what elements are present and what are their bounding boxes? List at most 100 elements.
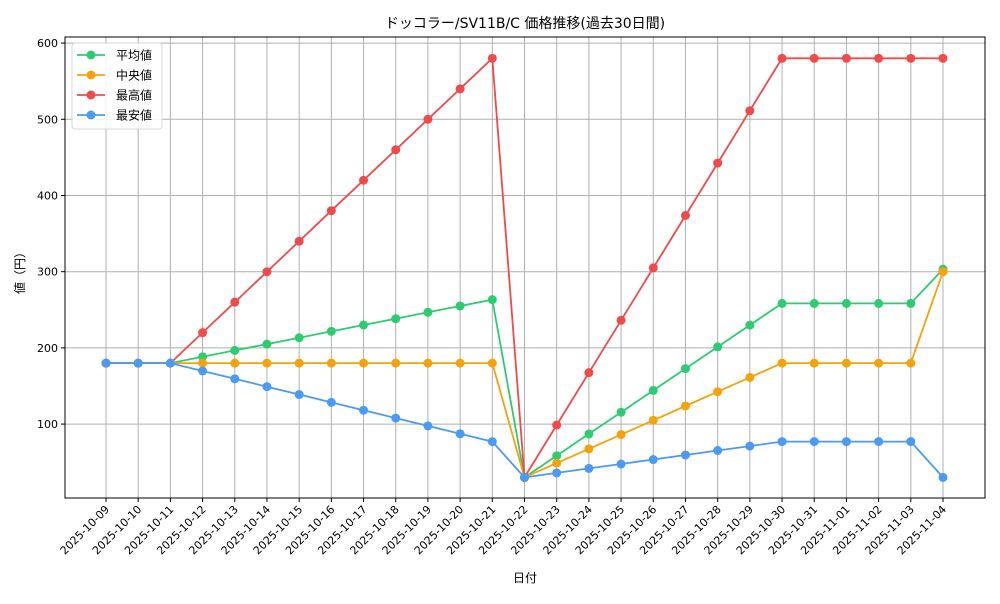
data-point-marker bbox=[713, 446, 723, 456]
y-tick-label: 400 bbox=[37, 189, 58, 202]
y-axis: 100 200 300 400 500 600 bbox=[37, 37, 65, 431]
data-point-marker bbox=[745, 320, 755, 330]
data-point-marker bbox=[584, 429, 594, 439]
data-point-marker bbox=[906, 53, 916, 63]
legend-marker-icon bbox=[86, 110, 96, 120]
data-point-marker bbox=[584, 368, 594, 378]
data-point-marker bbox=[906, 437, 916, 447]
data-point-marker bbox=[809, 358, 819, 368]
data-point-marker bbox=[487, 358, 497, 368]
data-point-marker bbox=[198, 328, 208, 338]
data-point-marker bbox=[294, 358, 304, 368]
data-point-marker bbox=[423, 114, 433, 124]
data-point-marker bbox=[874, 358, 884, 368]
data-point-marker bbox=[584, 444, 594, 454]
legend-box bbox=[71, 42, 163, 130]
data-point-marker bbox=[680, 210, 690, 220]
data-point-marker bbox=[616, 315, 626, 325]
data-point-marker bbox=[648, 455, 658, 465]
data-point-marker bbox=[455, 358, 465, 368]
legend-label: 最高値 bbox=[116, 88, 152, 103]
data-point-marker bbox=[938, 53, 948, 63]
data-point-marker bbox=[938, 472, 948, 482]
data-point-marker bbox=[938, 267, 948, 277]
data-point-marker bbox=[391, 413, 401, 423]
data-point-marker bbox=[809, 437, 819, 447]
data-point-marker bbox=[552, 468, 562, 478]
data-point-marker bbox=[487, 295, 497, 305]
data-point-marker bbox=[841, 53, 851, 63]
data-point-marker bbox=[391, 358, 401, 368]
data-point-marker bbox=[359, 320, 369, 330]
data-point-marker bbox=[745, 106, 755, 116]
x-axis: 2025-10-092025-10-102025-10-112025-10-12… bbox=[58, 498, 949, 557]
data-point-marker bbox=[777, 53, 787, 63]
data-point-marker bbox=[648, 263, 658, 273]
data-point-marker bbox=[874, 53, 884, 63]
data-point-marker bbox=[262, 382, 272, 392]
data-point-marker bbox=[777, 298, 787, 308]
data-point-marker bbox=[745, 372, 755, 382]
data-point-marker bbox=[584, 463, 594, 473]
grid-lines bbox=[65, 37, 985, 498]
data-point-marker bbox=[262, 267, 272, 277]
y-tick-label: 600 bbox=[37, 37, 58, 50]
data-point-marker bbox=[326, 358, 336, 368]
data-point-marker bbox=[198, 366, 208, 376]
legend-label: 最安値 bbox=[116, 108, 152, 123]
y-tick-label: 200 bbox=[37, 342, 58, 355]
data-point-marker bbox=[326, 397, 336, 407]
legend-item: 平均値 bbox=[77, 48, 152, 63]
data-point-marker bbox=[713, 342, 723, 352]
data-point-marker bbox=[359, 358, 369, 368]
data-point-marker bbox=[230, 358, 240, 368]
data-point-marker bbox=[133, 358, 143, 368]
data-point-marker bbox=[359, 175, 369, 185]
data-point-marker bbox=[294, 236, 304, 246]
data-point-marker bbox=[616, 459, 626, 469]
data-series bbox=[101, 53, 948, 482]
data-point-marker bbox=[326, 326, 336, 336]
data-point-marker bbox=[455, 429, 465, 439]
data-point-marker bbox=[230, 297, 240, 307]
series-最安値 bbox=[101, 358, 948, 482]
legend-marker-icon bbox=[86, 70, 96, 80]
data-point-marker bbox=[616, 430, 626, 440]
data-point-marker bbox=[101, 358, 111, 368]
data-point-marker bbox=[809, 53, 819, 63]
data-point-marker bbox=[841, 298, 851, 308]
legend-item: 中央値 bbox=[77, 68, 152, 83]
data-point-marker bbox=[294, 333, 304, 343]
data-point-marker bbox=[616, 407, 626, 417]
data-point-marker bbox=[777, 358, 787, 368]
data-point-marker bbox=[487, 53, 497, 63]
data-point-marker bbox=[423, 307, 433, 317]
legend-marker-icon bbox=[86, 50, 96, 60]
y-tick-label: 100 bbox=[37, 418, 58, 431]
data-point-marker bbox=[648, 415, 658, 425]
legend-marker-icon bbox=[86, 90, 96, 100]
data-point-marker bbox=[777, 437, 787, 447]
data-point-marker bbox=[552, 458, 562, 468]
data-point-marker bbox=[680, 401, 690, 411]
data-point-marker bbox=[745, 441, 755, 451]
data-point-marker bbox=[906, 358, 916, 368]
data-point-marker bbox=[455, 84, 465, 94]
data-point-marker bbox=[326, 206, 336, 216]
data-point-marker bbox=[906, 298, 916, 308]
data-point-marker bbox=[809, 298, 819, 308]
data-point-marker bbox=[262, 358, 272, 368]
y-tick-label: 500 bbox=[37, 113, 58, 126]
data-point-marker bbox=[874, 298, 884, 308]
data-point-marker bbox=[230, 374, 240, 384]
data-point-marker bbox=[391, 314, 401, 324]
chart-title: ドッコラー/SV11B/C 価格推移(過去30日間) bbox=[385, 16, 665, 32]
data-point-marker bbox=[874, 437, 884, 447]
data-point-marker bbox=[841, 358, 851, 368]
data-point-marker bbox=[520, 472, 529, 482]
data-point-marker bbox=[841, 437, 851, 447]
data-point-marker bbox=[165, 358, 175, 368]
